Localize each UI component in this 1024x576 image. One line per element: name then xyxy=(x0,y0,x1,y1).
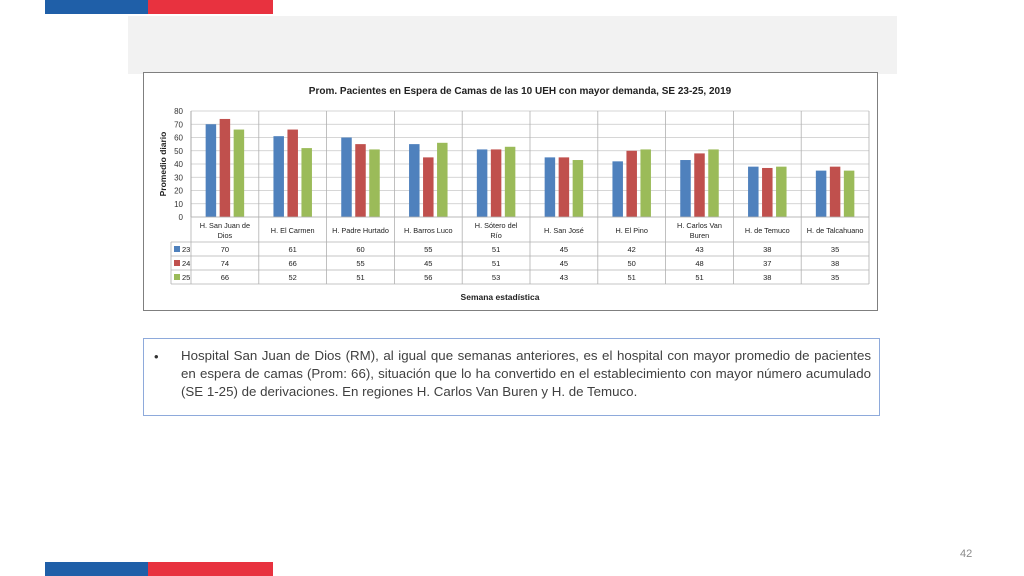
bar-series-25-5 xyxy=(504,146,516,217)
table-value: 53 xyxy=(492,273,500,282)
table-value: 74 xyxy=(221,259,229,268)
page-number: 42 xyxy=(960,548,973,560)
bar-series-23-8 xyxy=(680,160,691,217)
table-value: 35 xyxy=(831,273,839,282)
table-value: 61 xyxy=(289,245,297,254)
bar-series-23-1 xyxy=(205,124,217,217)
bar-chart: Prom. Pacientes en Espera de Camas de la… xyxy=(158,86,870,302)
bar-series-25-8 xyxy=(708,149,719,217)
legend-label: 24 xyxy=(182,259,190,268)
header-blue-stripe xyxy=(45,0,148,14)
table-value: 55 xyxy=(356,259,364,268)
table-value: 60 xyxy=(356,245,364,254)
table-value: 43 xyxy=(560,273,568,282)
bar-series-25-9 xyxy=(776,166,787,217)
x-category-label: H. San Juan de Dios xyxy=(200,221,250,240)
x-category-label: H. Carlos Van Buren xyxy=(677,221,722,240)
bar-series-25-4 xyxy=(437,142,448,217)
bar-series-25-3 xyxy=(369,149,380,217)
bar-series-23-5 xyxy=(476,149,488,217)
bar-series-25-10 xyxy=(843,170,855,217)
legend-key-25 xyxy=(174,274,180,280)
note-box: • Hospital San Juan de Dios (RM), al igu… xyxy=(143,338,880,416)
bar-series-24-9 xyxy=(762,167,773,217)
x-category-label: H. de Temuco xyxy=(745,226,790,235)
legend-label: 25 xyxy=(182,273,190,282)
legend-key-24 xyxy=(174,260,180,266)
table-value: 38 xyxy=(763,273,771,282)
bar-series-24-10 xyxy=(829,166,841,217)
bar-series-25-7 xyxy=(640,149,651,217)
y-tick-label: 70 xyxy=(174,120,183,129)
bar-series-24-4 xyxy=(423,157,434,217)
table-value: 45 xyxy=(560,259,568,268)
y-tick-label: 30 xyxy=(174,173,183,182)
x-axis-title: Semana estadística xyxy=(461,292,540,302)
table-value: 38 xyxy=(763,245,771,254)
footer-blue-stripe xyxy=(45,562,148,576)
bullet-point: • xyxy=(154,349,159,364)
bar-series-24-3 xyxy=(355,144,366,217)
y-axis-title: Promedio diario xyxy=(158,132,168,197)
bar-series-24-2 xyxy=(287,129,298,217)
table-value: 50 xyxy=(628,259,636,268)
table-value: 45 xyxy=(560,245,568,254)
bar-series-24-1 xyxy=(219,118,231,217)
table-value: 37 xyxy=(763,259,771,268)
bar-series-23-10 xyxy=(815,170,827,217)
bar-series-24-5 xyxy=(490,149,502,217)
y-tick-label: 80 xyxy=(174,107,183,116)
table-value: 66 xyxy=(221,273,229,282)
y-tick-label: 20 xyxy=(174,187,183,196)
table-value: 51 xyxy=(356,273,364,282)
table-value: 70 xyxy=(221,245,229,254)
legend-key-23 xyxy=(174,246,180,252)
bar-series-23-4 xyxy=(409,144,420,217)
bar-series-23-9 xyxy=(748,166,759,217)
table-value: 48 xyxy=(695,259,703,268)
chart-title: Prom. Pacientes en Espera de Camas de la… xyxy=(309,86,732,97)
x-category-label: H. Barros Luco xyxy=(404,226,453,235)
table-value: 51 xyxy=(695,273,703,282)
table-value: 56 xyxy=(424,273,432,282)
x-category-label: H. de Talcahuano xyxy=(807,226,864,235)
x-category-label: H. El Carmen xyxy=(271,226,315,235)
bar-series-25-1 xyxy=(233,129,245,217)
note-text: Hospital San Juan de Dios (RM), al igual… xyxy=(181,348,871,399)
chart-container: Prom. Pacientes en Espera de Camas de la… xyxy=(143,72,878,311)
bar-series-23-6 xyxy=(544,157,556,217)
x-category-label: H. El Pino xyxy=(615,226,647,235)
table-value: 42 xyxy=(628,245,636,254)
x-category-label: H. San José xyxy=(544,226,584,235)
table-value: 51 xyxy=(492,259,500,268)
table-value: 35 xyxy=(831,245,839,254)
table-value: 38 xyxy=(831,259,839,268)
bar-series-25-2 xyxy=(301,148,312,217)
table-value: 66 xyxy=(289,259,297,268)
y-tick-label: 0 xyxy=(179,213,184,222)
table-value: 55 xyxy=(424,245,432,254)
y-tick-label: 10 xyxy=(174,200,183,209)
bar-series-23-3 xyxy=(341,137,352,217)
table-value: 52 xyxy=(289,273,297,282)
table-value: 51 xyxy=(492,245,500,254)
y-tick-label: 50 xyxy=(174,147,183,156)
table-value: 45 xyxy=(424,259,432,268)
title-placeholder-band xyxy=(128,16,897,74)
bar-series-24-6 xyxy=(558,157,570,217)
y-tick-label: 60 xyxy=(174,134,183,143)
header-red-stripe xyxy=(148,0,273,14)
footer-red-stripe xyxy=(148,562,273,576)
x-category-label: H. Padre Hurtado xyxy=(332,226,389,235)
bar-series-23-2 xyxy=(273,136,284,217)
bar-series-25-6 xyxy=(572,160,584,217)
y-tick-label: 40 xyxy=(174,160,183,169)
bar-series-23-7 xyxy=(612,161,623,217)
bar-series-24-7 xyxy=(626,150,637,217)
bar-series-24-8 xyxy=(694,153,705,217)
legend-label: 23 xyxy=(182,245,190,254)
table-value: 43 xyxy=(695,245,703,254)
x-category-label: H. Sótero del Río xyxy=(475,221,518,240)
table-value: 51 xyxy=(628,273,636,282)
